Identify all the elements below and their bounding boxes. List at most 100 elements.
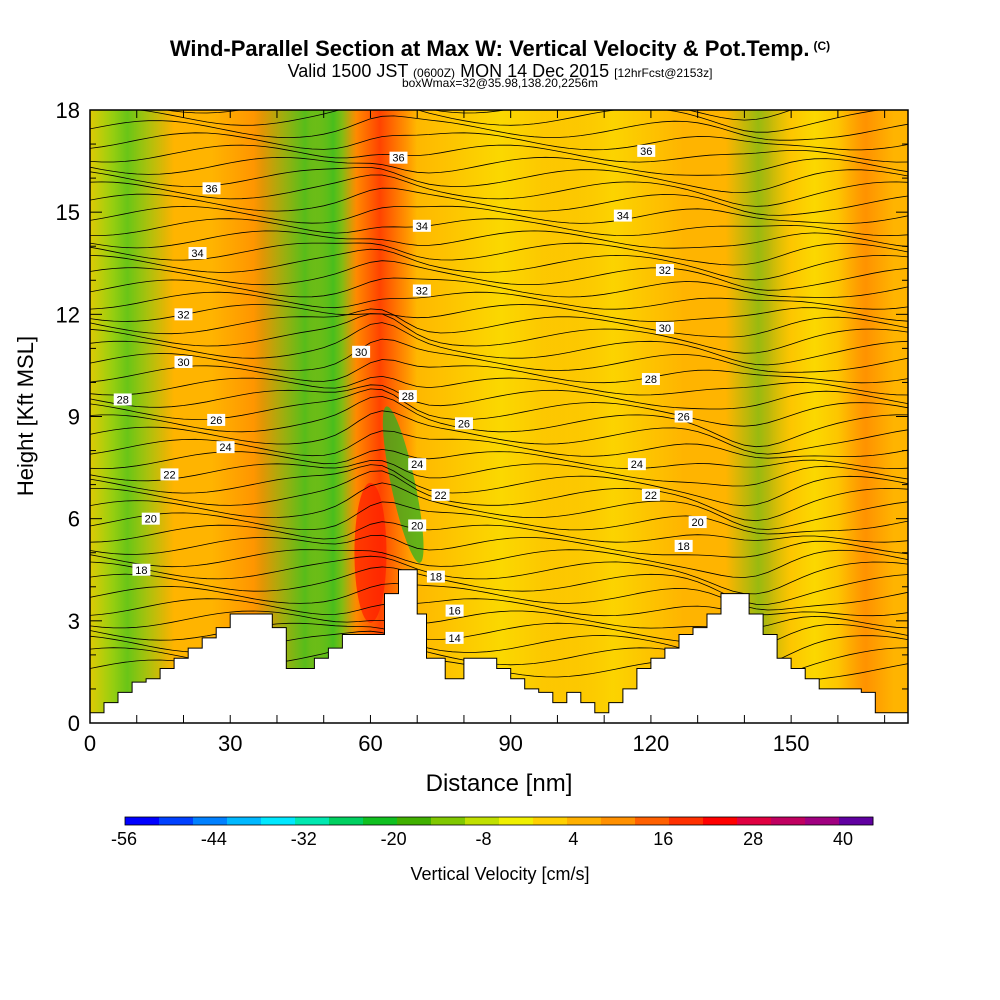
isentrope-lines [90, 110, 908, 687]
isentrope-label: 28 [113, 393, 132, 406]
colorbar-swatch [771, 817, 806, 825]
colorbar-swatch [601, 817, 636, 825]
colorbar-tick-label: 40 [833, 829, 853, 849]
isentrope-label-bg [160, 468, 179, 481]
isentrope-line [90, 230, 908, 249]
isentrope-label-bg [408, 519, 427, 532]
isentrope-line [90, 388, 908, 427]
isentrope-label: 22 [641, 488, 660, 502]
isentrope-label: 24 [408, 458, 427, 471]
isentrope-label: 32 [412, 284, 431, 297]
colorbar-tick-label: 4 [568, 829, 578, 849]
isentrope-label: 34 [188, 247, 207, 260]
isentrope-label-text: 34 [416, 221, 428, 233]
y-tick-label: 12 [56, 302, 80, 327]
isentrope-label-bg [674, 539, 693, 552]
isentrope-label-bg [412, 284, 431, 297]
isentrope-label: 28 [641, 373, 660, 386]
isentrope-line [90, 187, 908, 216]
isentrope-line [90, 291, 908, 310]
isentrope-label: 16 [445, 604, 464, 618]
isentrope-label-bg [426, 570, 445, 583]
isentrope-label-text: 28 [402, 391, 414, 403]
isentrope-label-text: 36 [640, 146, 652, 158]
isentrope-label-bg [352, 345, 371, 358]
chart-title-tag: (C) [813, 39, 831, 53]
isentrope-label-text: 30 [659, 323, 671, 335]
isentrope-label-text: 26 [678, 412, 690, 424]
isentrope-label-text: 22 [645, 490, 657, 502]
y-tick-label: 0 [68, 711, 80, 736]
isentrope-label-text: 24 [411, 459, 423, 471]
isentrope-line [90, 501, 908, 535]
colorbar-swatch [839, 817, 874, 825]
colorbar: -56 -44 -32 -20 -8 4 16 28 40 [111, 816, 874, 849]
isentrope-label-bg [641, 373, 660, 386]
isentrope-label-bg [398, 390, 417, 403]
y-tick-label: 18 [56, 98, 80, 123]
isentrope-label-text: 36 [392, 153, 404, 165]
colorbar-swatch [499, 817, 534, 825]
isentrope-label: 32 [655, 264, 674, 277]
isentrope-label-text: 32 [177, 309, 189, 321]
colorbar-swatch [397, 817, 432, 825]
isentrope-label-text: 32 [416, 285, 428, 297]
isentrope-label: 30 [655, 321, 674, 335]
forecast-info: [12hrFcst@2153z] [614, 66, 713, 80]
x-axis-label: Distance [nm] [426, 770, 573, 797]
isentrope-line [90, 242, 908, 266]
updraft-core [354, 482, 387, 623]
valid-date: MON 14 Dec 2015 [460, 61, 610, 81]
y-tick-label: 9 [68, 405, 80, 430]
chart-title: Wind-Parallel Section at Max W: Vertical… [0, 36, 1000, 62]
isentrope-label-text: 18 [430, 572, 442, 584]
isentrope-line [164, 110, 793, 121]
isentrope-line [90, 482, 908, 530]
isentrope-label-bg [113, 393, 132, 406]
isentrope-label-text: 18 [135, 565, 147, 577]
colorbar-swatch [737, 817, 772, 825]
colorbar-frame [124, 816, 874, 826]
x-axis: 0 30 60 90 120 150 [84, 110, 886, 756]
colorbar-tick-label: -56 [111, 829, 137, 849]
isentrope-line [90, 313, 908, 354]
isentrope-label: 26 [454, 417, 473, 430]
isentrope-label-bg [637, 144, 656, 157]
isentrope-label: 22 [431, 488, 450, 502]
isentrope-label-bg [216, 441, 235, 454]
isentrope-line [90, 395, 908, 448]
isentrope-label: 28 [398, 390, 417, 403]
colorbar-swatch [635, 817, 670, 825]
colorbar-swatch [227, 817, 262, 825]
isentrope-label-bg [655, 264, 674, 277]
isentrope-line [90, 174, 908, 207]
y-axis-label: Height [Kft MSL] [13, 336, 38, 496]
isentrope-label-text: 30 [177, 357, 189, 369]
isentrope-label-bg [408, 458, 427, 471]
x-tick-label: 30 [218, 731, 242, 756]
isentrope-label: 20 [688, 516, 707, 529]
colorbar-tick-label: -32 [291, 829, 317, 849]
isentrope-label: 14 [445, 631, 464, 645]
isentrope-line [90, 359, 908, 384]
colorbar-tick-label: -8 [475, 829, 491, 849]
velocity-band [837, 110, 894, 723]
colorbar-swatch [295, 817, 330, 825]
isentrope-label-text: 26 [458, 418, 470, 430]
colorbar-tick-label: -44 [201, 829, 227, 849]
y-tick-label: 15 [56, 200, 80, 225]
isentrope-label-bg [688, 516, 707, 529]
isentrope-label-text: 14 [448, 633, 460, 645]
isentrope-label: 30 [174, 356, 193, 369]
isentrope-line [90, 410, 908, 455]
isentrope-label-bg [132, 563, 151, 576]
isentrope-label-bg [674, 410, 693, 423]
valid-utc: (0600Z) [413, 66, 456, 80]
colorbar-tick-label: 28 [743, 829, 763, 849]
isentrope-label-bg [655, 321, 674, 334]
colorbar-swatch [703, 817, 738, 825]
isentrope-line [90, 610, 908, 630]
isentrope-label-bg [412, 219, 431, 232]
